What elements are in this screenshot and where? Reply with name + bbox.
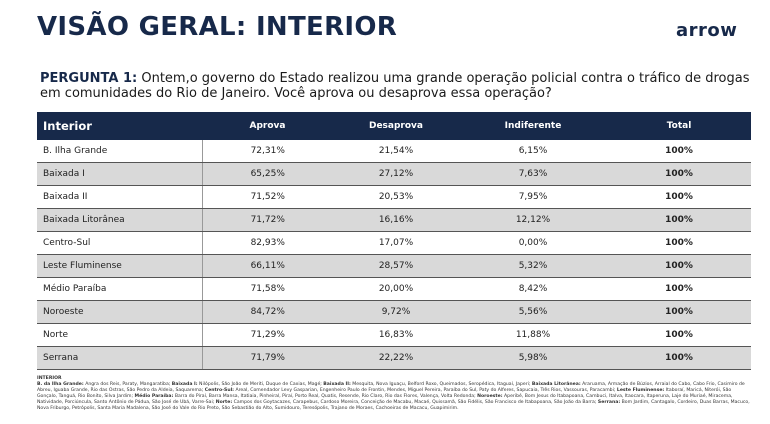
table-row: B. Ilha Grande 72,31% 21,54% 6,15% 100%	[37, 140, 751, 163]
table-cell: 100%	[607, 346, 751, 370]
table-cell: Noroeste	[37, 300, 203, 324]
table-cell: 21,54%	[333, 140, 459, 163]
table-body: B. Ilha Grande 72,31% 21,54% 6,15% 100% Baixa…	[37, 140, 751, 370]
footnote-entries: B. da Ilha Grande: Angra dos Reis, Parat…	[37, 382, 750, 411]
table-row: Leste Fluminense 66,11% 28,57% 5,32% 100%	[37, 254, 751, 278]
table-cell: 7,63%	[459, 162, 607, 186]
footnote-label: Baixada I:	[171, 382, 198, 387]
table-row: Norte 71,29% 16,83% 11,88% 100%	[37, 323, 751, 347]
column-header: Indiferente	[459, 112, 607, 140]
table-row: Centro-Sul 82,93% 17,07% 0,00% 100%	[37, 231, 751, 255]
results-table: Interior Aprova Desaprova Indiferente Total …	[37, 112, 751, 370]
table-cell: 100%	[607, 323, 751, 347]
table-cell: 5,32%	[459, 254, 607, 278]
footnote-text: Bom Jardim, Cantagalo, Cordeiro, Duas Ba…	[37, 400, 750, 411]
table-row: Serrana 71,79% 22,22% 5,98% 100%	[37, 346, 751, 370]
table-cell: Leste Fluminense	[37, 254, 203, 278]
table-cell: 71,72%	[202, 208, 333, 232]
footnote-text: Araruama, Armação de Búzios, Arraial do …	[37, 382, 745, 393]
logo: arrow	[676, 20, 738, 41]
footnote: INTERIOR B. da Ilha Grande: Angra dos Rei…	[37, 376, 751, 412]
table-cell: 100%	[607, 140, 751, 163]
table-cell: Baixada II	[37, 185, 203, 209]
table-row: Baixada Litorânea 71,72% 16,16% 12,12% 100%	[37, 208, 751, 232]
footnote-text: Campos dos Goytacazes, Carapebus, Cardos…	[233, 400, 597, 405]
table-cell: 100%	[607, 231, 751, 255]
table-cell: B. Ilha Grande	[37, 140, 203, 163]
table-cell: 100%	[607, 208, 751, 232]
footnote-label: Norte:	[215, 400, 233, 405]
footnote-text: Aperibé, Bom Jesus do Itabapoana, Cambuc…	[37, 394, 733, 405]
table-cell: 84,72%	[202, 300, 333, 324]
header-row: Interior Aprova Desaprova Indiferente Total	[37, 112, 751, 140]
table-cell: 17,07%	[333, 231, 459, 255]
table-cell: 100%	[607, 185, 751, 209]
table-cell: Baixada Litorânea	[37, 208, 203, 232]
table-cell: 16,83%	[333, 323, 459, 347]
table-cell: 0,00%	[459, 231, 607, 255]
page-title: VISÃO GERAL: INTERIOR	[37, 12, 398, 42]
table-cell: 82,93%	[202, 231, 333, 255]
question-label: PERGUNTA 1:	[40, 71, 138, 86]
footnote-text: Itaboraí, Maricá, Niterói, São Gonçalo, …	[37, 388, 732, 399]
column-header: Aprova	[202, 112, 333, 140]
table-cell: 5,98%	[459, 346, 607, 370]
table-cell: Norte	[37, 323, 203, 347]
table-cell: 100%	[607, 300, 751, 324]
table-row: Baixada I 65,25% 27,12% 7,63% 100%	[37, 162, 751, 186]
table-cell: 65,25%	[202, 162, 333, 186]
table-cell: 71,79%	[202, 346, 333, 370]
question-text: Ontem,o governo do Estado realizou uma g…	[40, 71, 750, 101]
table-row: Baixada II 71,52% 20,53% 7,95% 100%	[37, 185, 751, 209]
table-cell: 6,15%	[459, 140, 607, 163]
footnote-text: Mesquita, Nova Iguaçu, Belford Roxo, Que…	[352, 382, 531, 387]
table-cell: 20,53%	[333, 185, 459, 209]
table-row: Médio Paraíba 71,58% 20,00% 8,42% 100%	[37, 277, 751, 301]
table-cell: Baixada I	[37, 162, 203, 186]
footnote-text: Nilópolis, São João de Meriti, Duque de …	[199, 382, 322, 387]
footnote-label: Baixada Litorânea:	[531, 382, 581, 387]
footnote-text: Angra dos Reis, Paraty, Mangaratiba;	[85, 382, 171, 387]
table-cell: Serrana	[37, 346, 203, 370]
table-row: Noroeste 84,72% 9,72% 5,56% 100%	[37, 300, 751, 324]
footnote-label: Noroeste:	[477, 394, 503, 399]
column-header: Interior	[37, 112, 202, 140]
table-cell: 100%	[607, 162, 751, 186]
table-cell: Médio Paraíba	[37, 277, 203, 301]
table-cell: 16,16%	[333, 208, 459, 232]
footnote-label: Serrana:	[597, 400, 621, 405]
table-cell: 71,52%	[202, 185, 333, 209]
column-header: Total	[607, 112, 751, 140]
table-cell: 71,58%	[202, 277, 333, 301]
footnote-text: Barra do Piraí, Barra Mansa, Itatiaia, P…	[174, 394, 476, 399]
table-cell: 9,72%	[333, 300, 459, 324]
footnote-text: Areal, Comendador Levy Gasparian, Engenh…	[235, 388, 616, 393]
table-cell: 22,22%	[333, 346, 459, 370]
table-cell: 5,56%	[459, 300, 607, 324]
table-cell: 28,57%	[333, 254, 459, 278]
table-cell: 12,12%	[459, 208, 607, 232]
table-cell: 66,11%	[202, 254, 333, 278]
footnote-label: Baixada II:	[323, 382, 351, 387]
footnote-label: B. da Ilha Grande:	[37, 382, 84, 387]
table-cell: 11,88%	[459, 323, 607, 347]
table-cell: 8,42%	[459, 277, 607, 301]
table-cell: 100%	[607, 254, 751, 278]
table-cell: 27,12%	[333, 162, 459, 186]
question: PERGUNTA 1: Ontem,o governo do Estado re…	[40, 71, 750, 101]
footnote-label: Médio Paraíba:	[134, 394, 174, 399]
table-cell: 71,29%	[202, 323, 333, 347]
table-cell: Centro-Sul	[37, 231, 203, 255]
table-cell: 7,95%	[459, 185, 607, 209]
footnote-label: Leste Fluminense:	[616, 388, 665, 393]
column-header: Desaprova	[333, 112, 459, 140]
footnote-label: Centro-Sul:	[204, 388, 235, 393]
footnote-title: INTERIOR	[37, 376, 62, 381]
table-cell: 100%	[607, 277, 751, 301]
table-cell: 72,31%	[202, 140, 333, 163]
table-cell: 20,00%	[333, 277, 459, 301]
